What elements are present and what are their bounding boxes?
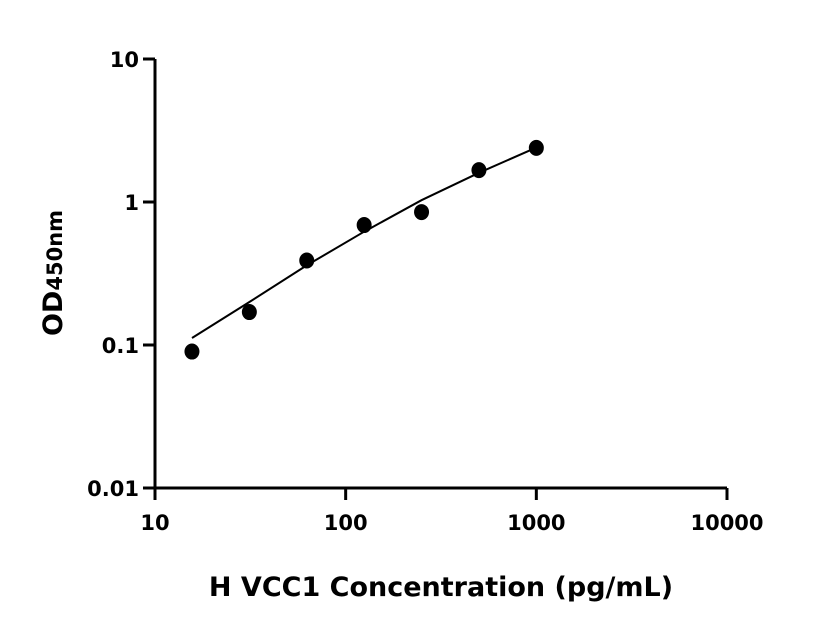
data-point (471, 162, 487, 179)
y-tick-label: 10 (110, 48, 139, 72)
x-tick-label: 10000 (690, 511, 763, 535)
x-axis-label: H VCC1 Concentration (pg/mL) (209, 572, 673, 603)
x-tick-label: 1000 (507, 511, 565, 535)
y-tick-label: 0.1 (102, 334, 139, 358)
data-point (184, 343, 200, 360)
y-axis-label-main: OD (38, 291, 69, 336)
x-tick-label: 10 (140, 511, 169, 535)
x-tick-label: 100 (324, 511, 368, 535)
data-point (356, 217, 372, 234)
y-axis-label-sub: 450nm (43, 210, 67, 291)
data-point (528, 139, 544, 156)
y-tick-label: 1 (124, 191, 139, 215)
data-point (414, 204, 430, 221)
data-point (299, 252, 315, 269)
data-point (241, 304, 257, 321)
y-tick-label: 0.01 (87, 477, 139, 501)
y-axis-label: OD450nm (38, 210, 69, 336)
